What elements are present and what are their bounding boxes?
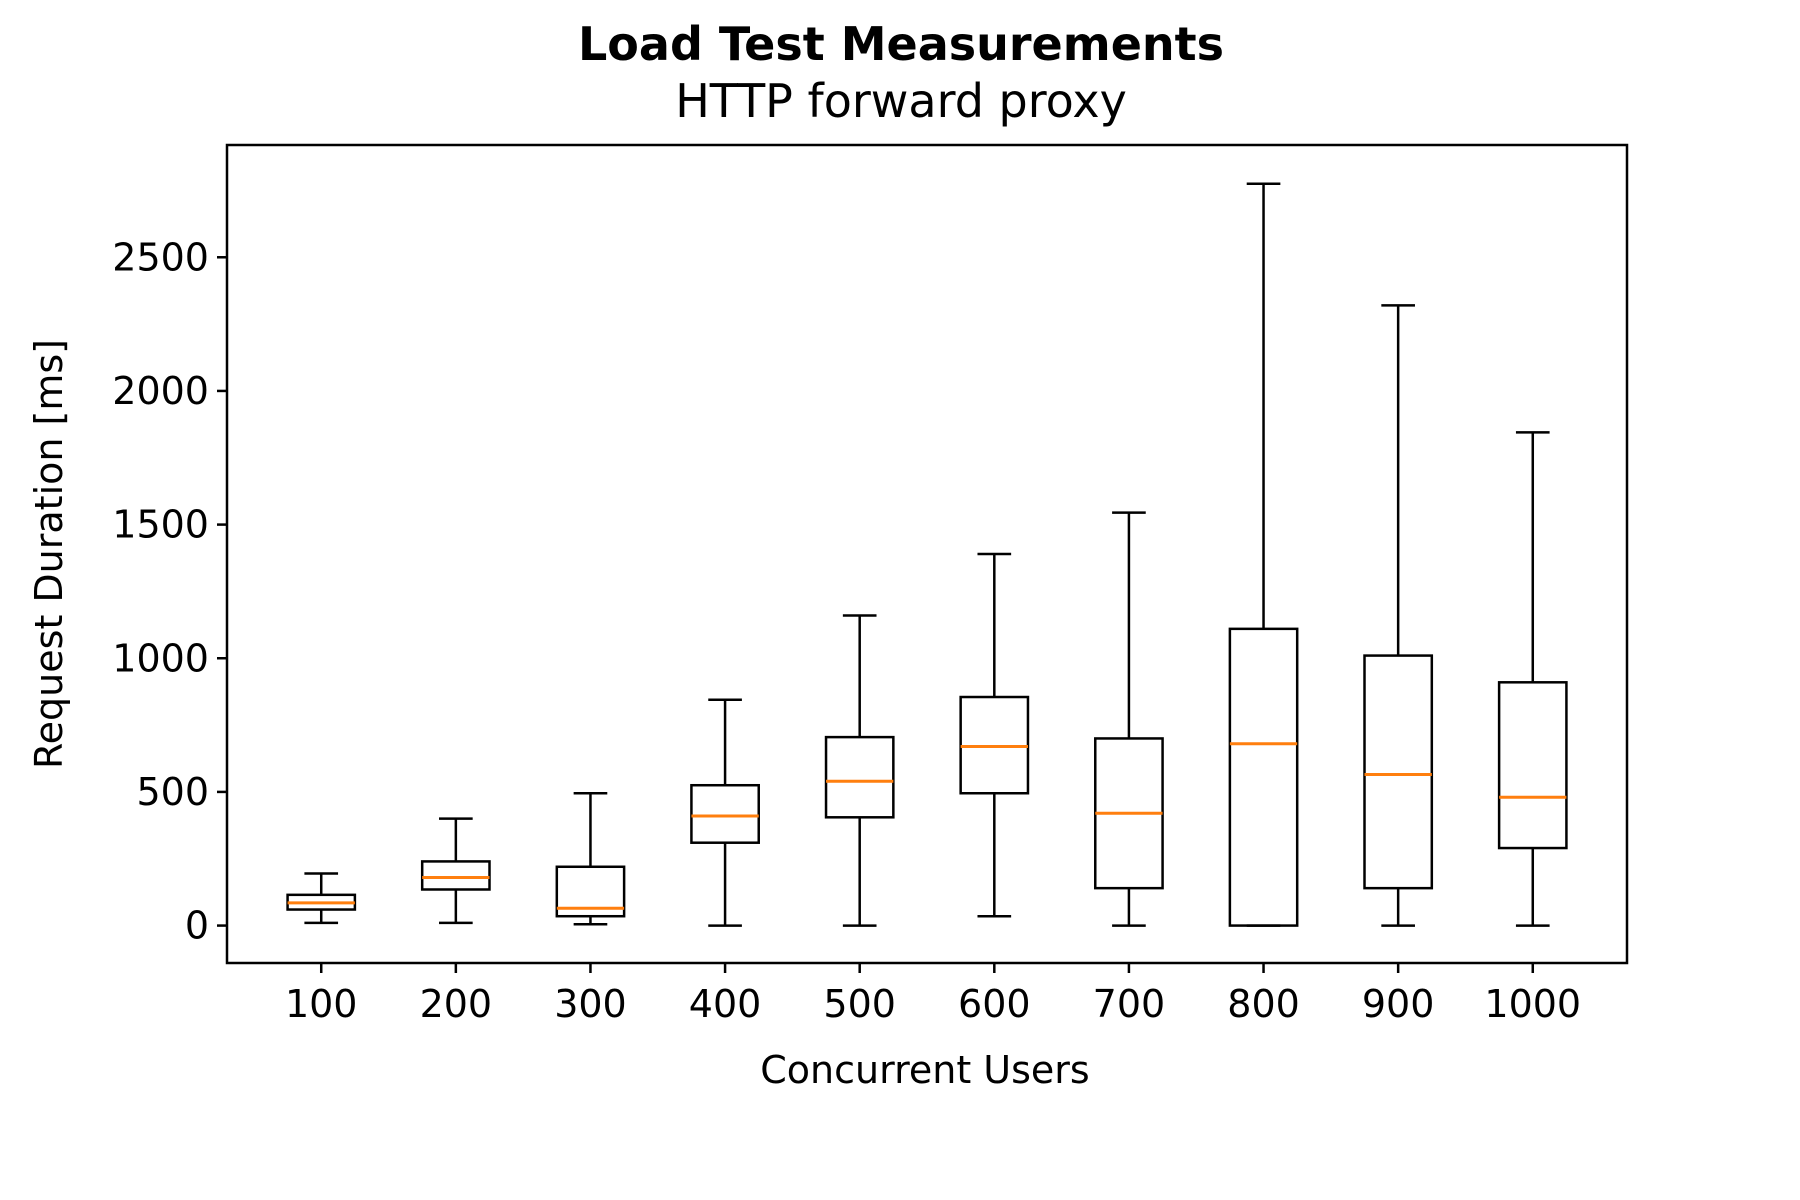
x-axis: 100 200 300 400 500 600 700 800 900 1000 xyxy=(285,963,1581,1026)
chart-subtitle: HTTP forward proxy xyxy=(675,74,1127,128)
y-tick-label: 0 xyxy=(185,904,209,948)
boxes-group xyxy=(286,182,1568,927)
iqr-box xyxy=(1363,654,1434,890)
plot-area xyxy=(225,143,1629,965)
box-300 xyxy=(555,792,626,926)
box-200 xyxy=(420,817,491,925)
x-tick-label: 200 xyxy=(420,982,493,1026)
y-tick-label: 1500 xyxy=(112,503,209,547)
x-tick-label: 100 xyxy=(285,982,358,1026)
x-tick-label: 400 xyxy=(689,982,762,1026)
y-tick-label: 2500 xyxy=(112,235,209,279)
iqr-box xyxy=(1228,627,1299,927)
box-900 xyxy=(1363,304,1434,927)
y-axis-label: Request Duration [ms] xyxy=(27,339,71,769)
x-tick-label: 800 xyxy=(1227,982,1300,1026)
x-tick-label: 300 xyxy=(554,982,627,1026)
box-800 xyxy=(1228,182,1299,927)
y-axis: 0 500 1000 1500 2000 2500 xyxy=(112,235,227,948)
x-tick-label: 500 xyxy=(823,982,896,1026)
box-400 xyxy=(690,698,760,927)
y-tick-label: 500 xyxy=(136,770,209,814)
iqr-box xyxy=(555,865,626,918)
chart-title: Load Test Measurements xyxy=(578,17,1224,71)
iqr-box xyxy=(690,783,760,844)
x-tick-label: 1000 xyxy=(1484,982,1581,1026)
iqr-box xyxy=(824,735,895,819)
y-tick-label: 1000 xyxy=(112,636,209,680)
x-tick-label: 900 xyxy=(1362,982,1435,1026)
box-700 xyxy=(1094,511,1164,927)
box-100 xyxy=(286,872,357,925)
box-600 xyxy=(959,552,1030,918)
x-tick-label: 600 xyxy=(958,982,1031,1026)
box-1000 xyxy=(1497,431,1568,927)
box-500 xyxy=(824,614,895,927)
iqr-box xyxy=(1497,681,1568,850)
x-axis-label: Concurrent Users xyxy=(760,1048,1089,1092)
y-tick-label: 2000 xyxy=(112,369,209,413)
iqr-box xyxy=(420,860,491,891)
x-tick-label: 700 xyxy=(1093,982,1166,1026)
